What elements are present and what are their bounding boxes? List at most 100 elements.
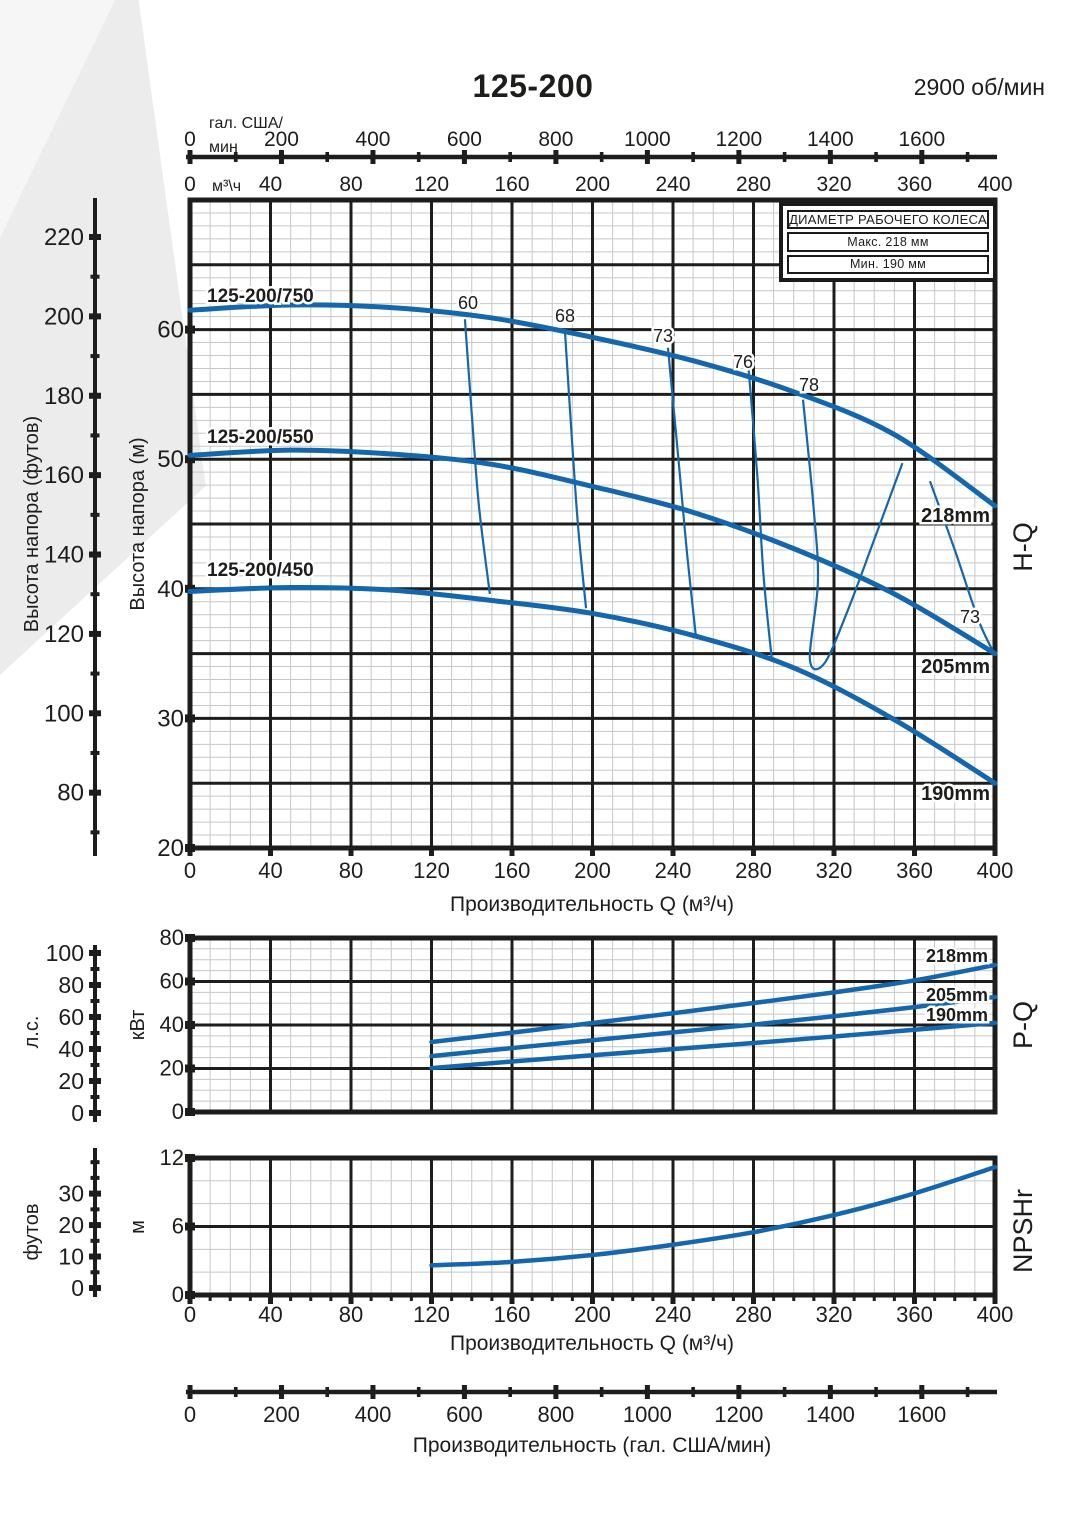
legend-title: ДИАМЕТР РАБОЧЕГО КОЛЕСА xyxy=(787,210,989,230)
gal-bottom-tick-label: 200 xyxy=(263,1402,300,1427)
q-bottom-tick-label: 400 xyxy=(977,1302,1014,1327)
npshr-chart-label: NPSHr xyxy=(1008,1189,1038,1273)
efficiency-contour-78 xyxy=(801,399,904,671)
npsh-m-tick-label: 6 xyxy=(172,1214,184,1239)
hq-grid xyxy=(187,197,998,851)
hp-axis-title: л.с. xyxy=(21,1016,43,1049)
pq-curve-190mm xyxy=(429,1020,998,1071)
q-bottom-tick-label: 120 xyxy=(413,1302,450,1327)
pq-diameter-label: 205mm xyxy=(926,985,988,1005)
gal-bottom-tick-label: 1400 xyxy=(806,1402,855,1427)
hq-curves xyxy=(187,302,998,786)
efficiency-label: 76 xyxy=(733,352,753,372)
m3h-top-tick-label: 200 xyxy=(575,173,610,196)
head-m-tick-label: 20 xyxy=(157,835,184,862)
q-axis-main-bottom: 0 40 80 120 160 200 240 280 320 360 400 Производите… xyxy=(184,858,1013,916)
m3h-top-tick-label: 80 xyxy=(339,173,362,196)
gal-axis-top: 0 200 400 600 800 1000 1200 1400 1600 гал. США/ми… xyxy=(184,115,997,164)
head-ft-tick-label: 160 xyxy=(44,462,84,489)
npsh-ft-axis: 30 20 10 0 футов xyxy=(21,1148,101,1301)
head-ft-tick-label: 180 xyxy=(44,383,84,410)
m3h-top-tick-label: 120 xyxy=(414,173,449,196)
q-main-tick-label: 360 xyxy=(896,858,933,883)
m3h-top-tick-label: 0 xyxy=(184,173,196,196)
pq-curve-205mm xyxy=(429,994,998,1059)
npsh-m-axis-title: м xyxy=(127,1220,149,1234)
hq-curve-205mm xyxy=(187,447,998,657)
m3h-top-tick-label: 400 xyxy=(977,173,1012,196)
impeller-diameter-legend: ДИАМЕТР РАБОЧЕГО КОЛЕСА Макс. 218 мм Мин… xyxy=(779,202,997,282)
head-m-tick-label: 60 xyxy=(157,317,184,344)
hq-diameter-label: 218mm xyxy=(921,505,990,527)
head-feet-axis: 220 200 180 160 140 120 100 80 Высота напора (фу… xyxy=(21,198,101,856)
kw-tick-label: 20 xyxy=(160,1056,184,1081)
head-m-tick-label: 40 xyxy=(157,576,184,603)
head-ft-tick-label: 220 xyxy=(44,224,84,251)
pq-diameter-label: 190mm xyxy=(926,1005,988,1025)
hp-tick-label: 40 xyxy=(58,1036,84,1062)
m3h-top-tick-label: 160 xyxy=(494,173,529,196)
head-m-axis-title: Высота напора (м) xyxy=(127,437,149,610)
head-ft-tick-label: 200 xyxy=(44,303,84,330)
q-main-tick-label: 280 xyxy=(735,858,772,883)
npsh-ft-axis-title: футов xyxy=(21,1204,43,1261)
npshr-curve: NPSHr xyxy=(429,1164,1038,1273)
kw-tick-label: 80 xyxy=(160,925,184,950)
efficiency-label: 73 xyxy=(960,607,980,627)
npsh-ft-tick-label: 30 xyxy=(58,1181,84,1207)
q-bottom-axis-title: Производительность Q (м³/ч) xyxy=(450,1332,734,1355)
q-main-tick-label: 200 xyxy=(574,858,611,883)
hq-curve-218mm xyxy=(187,302,998,509)
hp-axis: 100 80 60 40 20 0 л.с. xyxy=(21,940,101,1126)
efficiency-label: 68 xyxy=(555,306,575,326)
efficiency-contour-60 xyxy=(463,319,491,595)
pq-diameter-label: 218mm xyxy=(926,946,988,966)
legend-max-diameter: Макс. 218 мм xyxy=(787,232,989,252)
gal-bottom-tick-label: 1600 xyxy=(897,1402,946,1427)
q-bottom-tick-label: 280 xyxy=(735,1302,772,1327)
m3h-top-tick-label: 280 xyxy=(736,173,771,196)
hq-series-name-label: 125-200/450 xyxy=(207,560,314,581)
hp-tick-label: 20 xyxy=(58,1068,84,1094)
efficiency-label: 73 xyxy=(653,326,673,346)
hq-diameter-label: 190mm xyxy=(921,783,990,805)
q-bottom-tick-label: 200 xyxy=(574,1302,611,1327)
head-m-tick-label: 30 xyxy=(157,705,184,732)
efficiency-label: 60 xyxy=(458,293,478,313)
hp-tick-label: 80 xyxy=(58,972,84,998)
head-ft-tick-label: 100 xyxy=(44,700,84,727)
head-ft-tick-label: 120 xyxy=(44,621,84,648)
pq-curve-218mm xyxy=(429,962,998,1045)
head-m-axis: 60 50 40 30 20 Высота напора (м) xyxy=(127,317,195,862)
kw-tick-label: 40 xyxy=(160,1012,184,1037)
head-ft-axis-title: Высота напора (футов) xyxy=(21,416,43,632)
hq-series-name-label: 125-200/550 xyxy=(207,427,314,448)
npsh-m-axis: 12 6 0 м xyxy=(127,1145,195,1307)
q-bottom-tick-label: 160 xyxy=(494,1302,531,1327)
gal-bottom-tick-label: 800 xyxy=(538,1402,575,1427)
npshr-grid xyxy=(187,1155,998,1298)
hq-curve-labels: 125-200/750 218mm 125-200/550 205mm 125-200/… xyxy=(205,284,1039,808)
q-main-axis-title: Производительность Q (м³/ч) xyxy=(450,893,734,916)
m3h-top-tick-label: 320 xyxy=(816,173,851,196)
npsh-ft-tick-label: 10 xyxy=(58,1244,84,1270)
rpm-label: 2900 об/мин xyxy=(913,74,1045,100)
q-bottom-tick-label: 80 xyxy=(339,1302,363,1327)
q-main-tick-label: 0 xyxy=(184,858,196,883)
q-bottom-tick-label: 240 xyxy=(655,1302,692,1327)
gal-top-tick-label: 200 xyxy=(264,128,299,151)
kw-axis-title: кВт xyxy=(127,1010,149,1041)
q-main-tick-label: 160 xyxy=(494,858,531,883)
gal-bottom-axis-title: Производительность (гал. США/мин) xyxy=(413,1434,771,1457)
hp-tick-label: 60 xyxy=(58,1004,84,1030)
m3h-top-tick-label: 360 xyxy=(897,173,932,196)
hq-diameter-label: 205mm xyxy=(921,656,990,678)
q-axis-bottom: 0 40 80 120 160 200 240 280 320 360 400 Производите… xyxy=(184,1302,1013,1355)
q-bottom-tick-label: 40 xyxy=(258,1302,282,1327)
gal-top-tick-label: 1200 xyxy=(716,128,763,151)
efficiency-contour-76 xyxy=(747,369,773,658)
gal-bottom-tick-label: 1000 xyxy=(623,1402,672,1427)
gal-bottom-tick-label: 0 xyxy=(184,1402,196,1427)
